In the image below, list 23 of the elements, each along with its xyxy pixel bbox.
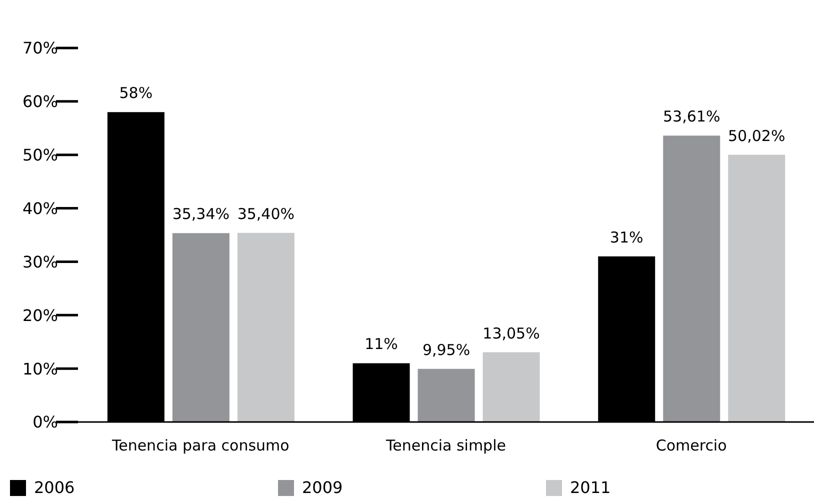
legend-label: 2009 bbox=[302, 478, 343, 497]
y-tick-label: 70% bbox=[22, 38, 58, 58]
data-label: 53,61% bbox=[663, 108, 720, 126]
x-tick-label: Tenencia para consumo bbox=[110, 436, 290, 455]
data-label: 50,02% bbox=[728, 126, 786, 145]
data-label: 13,05% bbox=[482, 324, 540, 342]
data-label: 35,34% bbox=[172, 205, 230, 224]
y-tick-label: 10% bbox=[22, 359, 58, 378]
y-tick-label: 20% bbox=[22, 306, 58, 325]
y-tick-label: 30% bbox=[22, 252, 58, 272]
y-tick-label: 50% bbox=[22, 146, 58, 165]
x-tick-label: Comercio bbox=[656, 436, 727, 455]
legend-label: 2011 bbox=[570, 478, 611, 497]
data-label: 9,95% bbox=[422, 340, 470, 359]
x-tick-label: Tenencia simple bbox=[385, 436, 506, 455]
data-label: 31% bbox=[610, 228, 644, 246]
legend-label: 2006 bbox=[34, 478, 75, 497]
data-label: 35,40% bbox=[237, 204, 295, 223]
y-tick-label: 60% bbox=[22, 92, 58, 112]
y-tick-label: 40% bbox=[22, 198, 58, 218]
data-label: 58% bbox=[119, 84, 153, 102]
data-label: 11% bbox=[364, 335, 398, 354]
y-tick-label: 0% bbox=[32, 412, 58, 432]
